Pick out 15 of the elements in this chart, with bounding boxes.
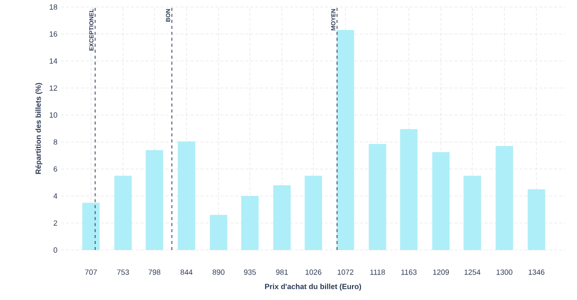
- bar: [241, 196, 259, 250]
- bar: [400, 129, 418, 250]
- bar: [432, 152, 450, 250]
- bar: [464, 176, 482, 250]
- bar: [368, 144, 386, 250]
- bar: [273, 185, 291, 250]
- bar: [496, 146, 514, 250]
- bar: [114, 176, 132, 250]
- bar: [82, 202, 100, 250]
- bar: [146, 150, 164, 250]
- bar: [178, 141, 196, 250]
- bar: [304, 176, 322, 250]
- bar: [210, 214, 228, 250]
- bar: [336, 30, 354, 250]
- bar: [528, 189, 546, 250]
